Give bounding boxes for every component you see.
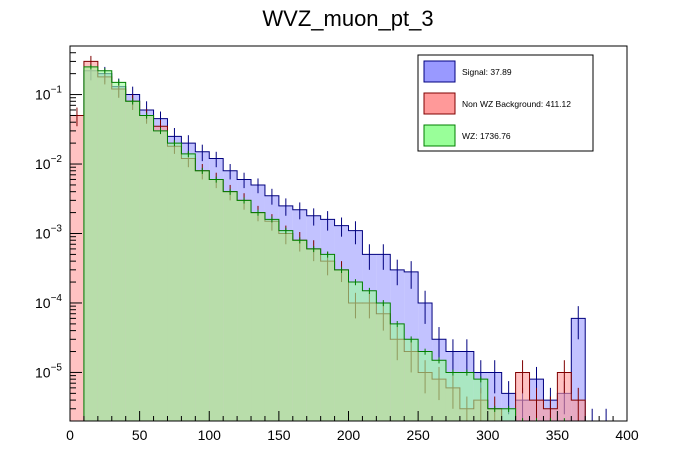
bar-s2-b21 xyxy=(362,290,377,421)
x-tick-label: 350 xyxy=(546,427,570,443)
x-tick-label: 0 xyxy=(66,427,74,443)
x-tick-label: 100 xyxy=(198,427,222,443)
chart-title: WVZ_muon_pt_3 xyxy=(262,6,433,31)
bar-s2-b13 xyxy=(251,212,265,421)
bar-s2-b15 xyxy=(278,230,293,421)
bar-s1-b32 xyxy=(515,372,530,421)
legend-swatch-0 xyxy=(423,60,456,83)
bar-s2-b20 xyxy=(348,282,363,421)
y-tick-label: 10−4 xyxy=(35,293,62,311)
bar-s2-b5 xyxy=(139,115,154,421)
bar-s2-b4 xyxy=(125,101,140,422)
bar-s2-b18 xyxy=(320,254,335,421)
plot-area xyxy=(69,55,627,422)
bar-s2-b14 xyxy=(264,219,279,421)
bar-s2-b2 xyxy=(97,70,112,421)
bar-s2-b3 xyxy=(111,82,126,421)
bar-s2-b29 xyxy=(473,379,488,421)
x-tick-label: 400 xyxy=(615,427,639,443)
legend-swatch-1 xyxy=(423,92,456,115)
y-tick-label: 10−3 xyxy=(35,224,62,242)
legend-label-1: Non WZ Background: 411.12 xyxy=(462,99,571,109)
bar-s2-b8 xyxy=(181,153,196,422)
bar-s2-b24 xyxy=(404,339,419,421)
x-tick-label: 150 xyxy=(267,427,291,443)
bar-s2-b22 xyxy=(376,302,391,421)
legend: Signal: 37.89 Non WZ Background: 411.12 WZ… xyxy=(417,54,594,152)
bar-s1-b35 xyxy=(557,372,572,421)
bar-s2-b7 xyxy=(167,143,182,421)
series-2 xyxy=(70,64,627,422)
legend-label-0: Signal: 37.89 xyxy=(462,67,512,77)
x-tick-label: 300 xyxy=(476,427,500,443)
x-tick-label: 200 xyxy=(337,427,361,443)
bar-s2-b23 xyxy=(390,323,405,421)
bar-s2-b17 xyxy=(306,248,321,421)
y-tick-label: 10−1 xyxy=(35,85,62,103)
bar-s2-b11 xyxy=(223,191,238,421)
bar-s2-b31 xyxy=(501,408,516,421)
legend-label-2: WZ: 1736.76 xyxy=(462,131,511,141)
axes: 0 50 100 150 200 250 300 350 400 10−5 10−4 10−3 10−2… xyxy=(35,45,639,443)
bar-s2-b16 xyxy=(292,240,307,421)
bar-s0-b36 xyxy=(571,318,586,421)
bar-s2-b9 xyxy=(195,170,210,421)
bar-s2-b10 xyxy=(209,179,224,421)
bar-s2-b1 xyxy=(83,66,98,421)
bar-s2-b25 xyxy=(418,351,433,421)
bar-s2-b6 xyxy=(153,130,168,421)
bar-s2-b19 xyxy=(334,269,349,421)
bar-s2-b12 xyxy=(237,200,252,421)
bar-s2-b26 xyxy=(432,360,446,421)
bar-s2-b28 xyxy=(459,372,474,421)
outline-s2 xyxy=(70,66,627,422)
y-tick-label: 10−5 xyxy=(35,362,62,380)
y-tick-label: 10−2 xyxy=(35,154,62,172)
x-tick-label: 50 xyxy=(132,427,148,443)
legend-swatch-2 xyxy=(423,124,456,147)
x-tick-label: 250 xyxy=(406,427,430,443)
bar-s2-b27 xyxy=(445,372,460,421)
bar-s2-b30 xyxy=(487,408,502,421)
